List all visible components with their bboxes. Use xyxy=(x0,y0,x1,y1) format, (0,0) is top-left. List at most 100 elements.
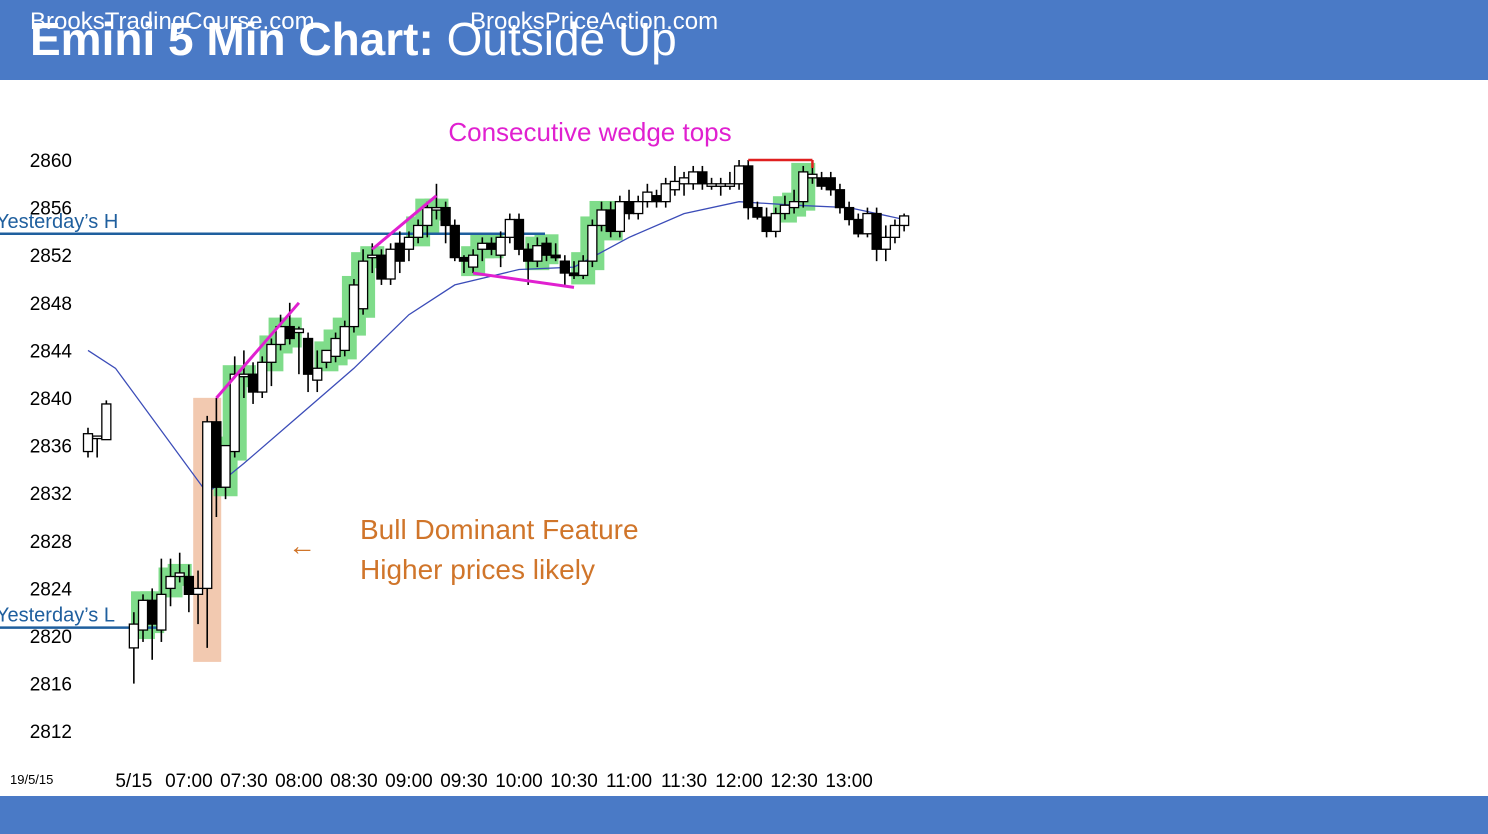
bull-candle-body xyxy=(467,254,479,268)
bull-candle-body xyxy=(266,343,277,363)
candle xyxy=(678,171,690,196)
bull-candle-body xyxy=(357,260,369,310)
bear-candle-body xyxy=(550,254,561,259)
candle xyxy=(183,564,195,613)
bull-candle-body xyxy=(238,373,250,378)
bear-candle-body xyxy=(284,325,295,340)
x-tick-label: 10:00 xyxy=(495,771,543,792)
candle xyxy=(706,177,717,190)
candle xyxy=(257,356,268,398)
bear-candle-body xyxy=(816,177,827,187)
candle xyxy=(550,243,561,262)
y-tick-label: 2836 xyxy=(30,437,72,458)
bull-candle-body xyxy=(422,206,433,227)
bear-candle-body xyxy=(623,201,635,215)
bull-candle-body xyxy=(788,201,800,209)
candle xyxy=(697,165,708,190)
y-tick-label: 2856 xyxy=(30,199,72,220)
bull-candle-body xyxy=(156,593,167,631)
bull-candle-body xyxy=(715,183,726,187)
bear-candle-body xyxy=(147,599,158,625)
candle xyxy=(587,219,598,268)
candle xyxy=(385,243,396,285)
y-tick-label: 2860 xyxy=(30,151,72,172)
title-bold: Emini 5 Min Chart: xyxy=(30,13,434,65)
candle xyxy=(779,195,791,220)
candle xyxy=(339,320,350,357)
title-subtitle: Outside Up xyxy=(446,13,677,65)
candle xyxy=(266,338,277,387)
trendlines-layer xyxy=(215,158,814,399)
bear-candle-body xyxy=(486,242,497,250)
x-tick-label: 09:30 xyxy=(440,771,488,792)
wedge-trendline xyxy=(371,194,438,251)
bull-candle-body xyxy=(220,444,231,488)
candle xyxy=(798,165,809,208)
bull-candle-body xyxy=(312,367,323,381)
bull-candle-body xyxy=(257,361,268,393)
x-tick-label: 11:30 xyxy=(661,771,707,792)
candle xyxy=(357,249,369,315)
bear-candle-body xyxy=(376,254,387,280)
bull-candle-body xyxy=(321,349,332,363)
candle xyxy=(495,231,506,268)
bull-candle-body xyxy=(339,325,350,352)
footer-link-price-action[interactable]: BrooksPriceAction.com xyxy=(470,8,719,35)
candle xyxy=(412,219,424,244)
candle xyxy=(633,195,644,220)
bull-candle-body xyxy=(642,191,653,203)
candle xyxy=(82,427,94,458)
y-tick-label: 2840 xyxy=(30,389,72,410)
y-axis: 2860 2856 2852 2848 2844 2840 2836 2832 2828 2824… xyxy=(30,151,73,743)
candle xyxy=(376,249,387,285)
y-tick-label: 2824 xyxy=(30,579,73,600)
bear-candle-body xyxy=(853,218,864,235)
candle xyxy=(715,177,726,196)
candle xyxy=(403,231,415,262)
annotation-higher-prices: Higher prices likely xyxy=(360,554,595,585)
bull-candle-body xyxy=(898,215,910,227)
bear-candle-body xyxy=(183,575,195,596)
candle xyxy=(578,255,589,279)
candle xyxy=(843,201,855,226)
candle xyxy=(541,237,552,262)
bear-candle-body xyxy=(761,216,772,233)
y-tick-label: 2828 xyxy=(30,532,72,553)
bear-candle-body xyxy=(523,248,534,262)
candle xyxy=(761,207,772,238)
candle xyxy=(440,201,451,244)
candle xyxy=(743,160,754,220)
bull-candle-body xyxy=(82,433,94,453)
bull-candle-body xyxy=(367,254,378,259)
candle xyxy=(898,213,910,232)
y-tick-label: 2844 xyxy=(30,341,73,362)
bull-candle-body xyxy=(880,236,891,250)
candles-layer xyxy=(82,160,910,684)
candle xyxy=(101,400,112,441)
bull-candle-body xyxy=(587,224,598,262)
candle xyxy=(660,177,671,208)
y-tick-label: 2812 xyxy=(30,722,72,743)
bear-candle-body xyxy=(651,195,662,203)
x-tick-label: 10:30 xyxy=(550,771,598,792)
annotation-wedge-tops: Consecutive wedge tops xyxy=(448,117,731,147)
candle xyxy=(853,213,864,238)
bull-candle-body xyxy=(688,171,699,185)
bear-candle-body xyxy=(458,256,470,262)
candle xyxy=(467,249,479,274)
header-banner xyxy=(0,0,1488,80)
bull-candle-body xyxy=(779,204,791,215)
candle xyxy=(724,171,736,190)
candle xyxy=(871,207,882,262)
bear-candle-body xyxy=(834,189,846,209)
candle xyxy=(202,415,213,648)
annotation-arrow: ← xyxy=(288,530,316,561)
bull-candle-body xyxy=(669,180,681,191)
candle xyxy=(651,189,662,208)
candle xyxy=(156,558,167,642)
footer-link-trading-course[interactable]: BrooksTradingCourse.com xyxy=(30,8,315,35)
candle xyxy=(669,165,681,196)
x-tick-label: 07:00 xyxy=(165,771,213,792)
bull-candle-body xyxy=(504,218,515,239)
candle xyxy=(348,279,360,333)
